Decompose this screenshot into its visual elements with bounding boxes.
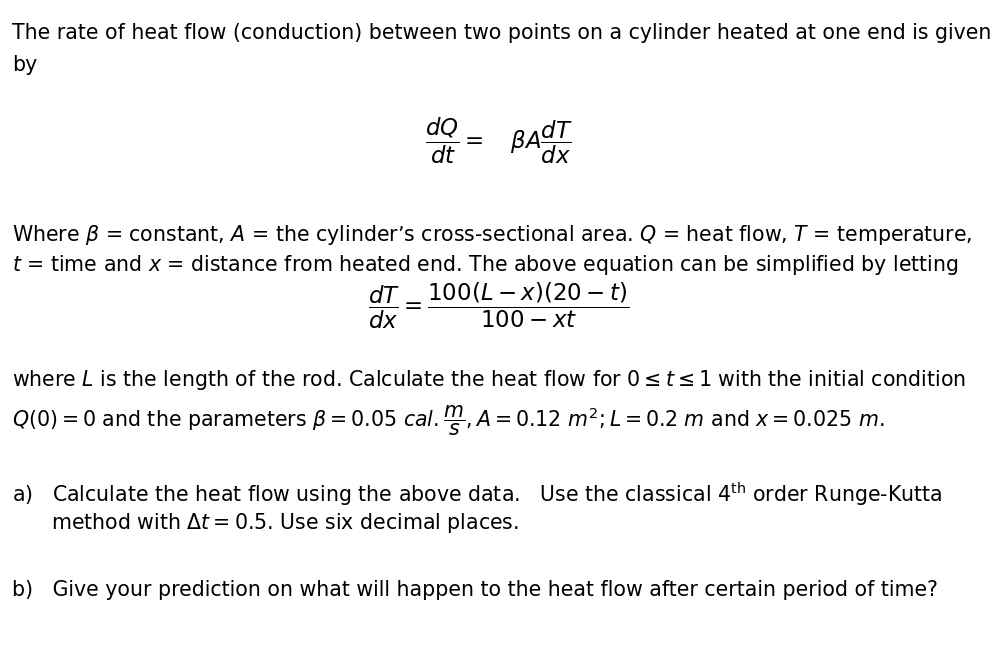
Text: $t$ = time and $x$ = distance from heated end. The above equation can be simplif: $t$ = time and $x$ = distance from heate… (12, 253, 959, 277)
Text: $\dfrac{dT}{dx} = \dfrac{100(L - x)(20 - t)}{100 - xt}$: $\dfrac{dT}{dx} = \dfrac{100(L - x)(20 -… (368, 281, 630, 331)
Text: The rate of heat flow (conduction) between two points on a cylinder heated at on: The rate of heat flow (conduction) betwe… (12, 23, 991, 43)
Text: where $L$ is the length of the rod. Calculate the heat flow for $0 \leq t \leq 1: where $L$ is the length of the rod. Calc… (12, 368, 966, 392)
Text: a)   Calculate the heat flow using the above data.   Use the classical 4$^{\math: a) Calculate the heat flow using the abo… (12, 481, 942, 508)
Text: $Q(0) = 0$ and the parameters $\beta = 0.05\ \mathit{cal}.\dfrac{m}{s},A = 0.12\: $Q(0) = 0$ and the parameters $\beta = 0… (12, 403, 884, 437)
Text: Where $\beta$ = constant, $A$ = the cylinder’s cross-sectional area. $Q$ = heat : Where $\beta$ = constant, $A$ = the cyli… (12, 223, 972, 246)
Text: $\dfrac{dQ}{dt} = \quad \beta A\dfrac{dT}{dx}$: $\dfrac{dQ}{dt} = \quad \beta A\dfrac{dT… (425, 116, 573, 166)
Text: method with $\Delta t = 0.5$. Use six decimal places.: method with $\Delta t = 0.5$. Use six de… (12, 511, 519, 535)
Text: by: by (12, 55, 37, 75)
Text: b)   Give your prediction on what will happen to the heat flow after certain per: b) Give your prediction on what will hap… (12, 580, 938, 600)
